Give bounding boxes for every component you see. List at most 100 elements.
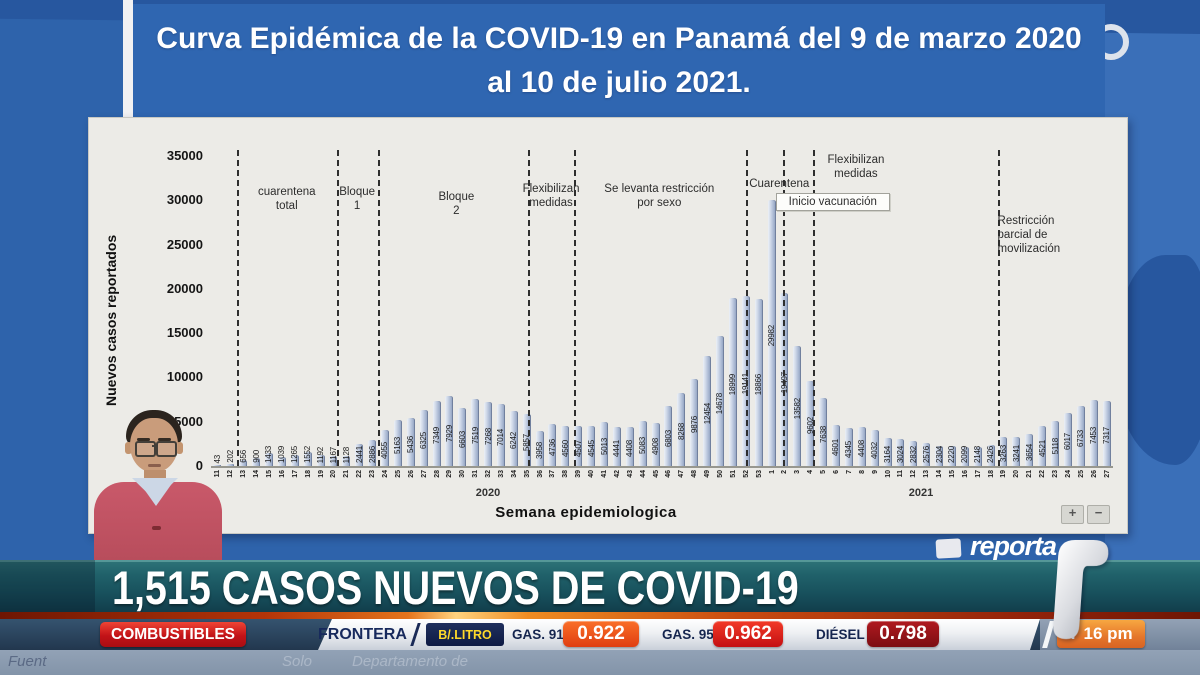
bar-week-43	[625, 426, 634, 466]
bottom-faint-text: Departamento de	[352, 653, 468, 670]
bar-value-label: 1039	[277, 446, 287, 463]
bar-week-7	[844, 427, 853, 466]
bar-value-label: 5013	[599, 437, 609, 455]
x-tick-week: 8	[858, 470, 866, 474]
bar-value-label: 5118	[1050, 437, 1060, 455]
bar-value-label: 2886	[367, 446, 377, 463]
bar-value-label: 5083	[638, 437, 648, 455]
bar-value-label: 14678	[715, 393, 725, 415]
annotation: Bloque 1	[339, 186, 376, 212]
y-tick: 25000	[166, 236, 203, 252]
news-ticker: COMBUSTIBLES FRONTERA B/.LITRO GAS. 91 0…	[0, 619, 1200, 650]
glasses-icon	[135, 441, 156, 457]
x-tick-week: 26	[1090, 470, 1098, 478]
bar-value-label: 13582	[792, 397, 802, 420]
x-tick-week: 34	[510, 470, 518, 478]
anchor-eyebrow	[158, 438, 171, 441]
x-year-2021: 2021	[908, 487, 934, 499]
bottom-faint-text: Fuent	[8, 653, 47, 670]
annotation-box: Inicio vacunación	[775, 193, 890, 211]
annotation: Se levanta restricción por sexo	[604, 183, 715, 209]
bar-value-label: 2576	[921, 446, 931, 463]
x-tick-week: 1	[768, 470, 776, 474]
chart-zoom-controls: + −	[1061, 505, 1110, 524]
ticker-region-label: FRONTERA	[318, 626, 407, 643]
bar-value-label: 6017	[1063, 433, 1073, 451]
x-axis-title: Semana epidemiologica	[495, 504, 677, 521]
fuel-price-gas91: 0.922	[563, 621, 639, 647]
bar-week-37	[548, 424, 557, 466]
bar-week-9	[870, 430, 879, 466]
bar-value-label: 5436	[406, 435, 416, 453]
x-tick-week: 15	[948, 470, 956, 478]
x-tick-week: 35	[523, 470, 531, 478]
bar-week-24	[1063, 412, 1072, 466]
x-tick-week: 12	[227, 470, 235, 478]
bar-value-label: 4736	[547, 438, 557, 456]
bar-value-label: 2220	[947, 446, 957, 463]
x-tick-week: 10	[884, 470, 892, 478]
background-blob	[1118, 255, 1200, 465]
bar-value-label: 3024	[895, 446, 905, 463]
bar-week-20	[329, 455, 338, 466]
bar-week-34	[509, 410, 518, 466]
x-tick-week: 37	[549, 470, 557, 478]
x-tick-week: 23	[1052, 470, 1059, 478]
bar-value-label: 900	[251, 450, 261, 463]
x-tick-week: 18	[304, 470, 312, 478]
bar-week-4	[806, 380, 815, 466]
x-tick-week: 22	[356, 470, 364, 478]
anchor-mouth	[148, 464, 161, 467]
bar-week-15	[264, 453, 273, 466]
channel-logo-text: reporta	[970, 531, 1057, 561]
event-dashed-line	[377, 150, 380, 466]
bar-value-label: 7268	[483, 427, 493, 445]
x-tick-week: 45	[652, 470, 660, 478]
x-tick-week: 15	[265, 470, 273, 478]
bar-week-3	[793, 345, 802, 466]
bar-week-18	[303, 452, 312, 466]
x-tick-week: 12	[910, 470, 918, 478]
bar-week-6	[831, 425, 840, 466]
zoom-out-button[interactable]: −	[1087, 505, 1110, 524]
orange-divider-strip	[0, 612, 1200, 619]
x-tick-week: 31	[472, 470, 480, 478]
bar-week-26	[406, 417, 415, 466]
bar-week-45	[651, 422, 660, 466]
bar-week-15	[947, 446, 956, 466]
bar-value-label: 7638	[818, 425, 828, 443]
bar-value-label: 4441	[612, 440, 622, 458]
bar-week-25	[393, 420, 402, 466]
x-tick-week: 19	[317, 470, 325, 478]
bar-week-12	[909, 440, 918, 466]
x-tick-week: 21	[343, 470, 351, 478]
bar-week-18	[986, 444, 995, 466]
x-tick-week: 41	[601, 470, 608, 478]
bar-value-label: 4408	[625, 440, 635, 458]
x-tick-week: 46	[665, 470, 673, 478]
y-tick: 15000	[166, 325, 203, 341]
x-tick-week: 22	[1039, 470, 1047, 478]
x-tick-week: 2	[781, 470, 789, 474]
x-tick-week: 11	[897, 470, 905, 478]
bar-week-49	[703, 355, 712, 466]
bar-week-29	[445, 395, 454, 466]
bar-value-label: 12454	[702, 402, 712, 425]
x-tick-week: 18	[987, 470, 995, 478]
bar-week-24	[380, 430, 389, 466]
x-tick-week: 20	[1013, 470, 1021, 478]
epidemic-curve-chart: Nuevos casos reportados 35000 30000 25000 2…	[88, 117, 1128, 534]
bar-value-label: 2441	[354, 446, 364, 463]
bar-value-label: 7349	[432, 427, 441, 445]
x-tick-week: 14	[936, 470, 944, 478]
x-tick-week: 23	[369, 470, 377, 478]
x-tick-week: 13	[240, 470, 248, 478]
zoom-in-button[interactable]: +	[1061, 505, 1084, 524]
event-dashed-line	[527, 150, 530, 466]
annotation: Bloque 2	[438, 191, 475, 217]
bar-week-19	[999, 437, 1008, 466]
bar-value-label: 4408	[857, 440, 867, 458]
bar-week-16	[960, 447, 969, 466]
bar-week-11	[896, 439, 905, 466]
fuel-label-gas95: GAS. 95	[662, 627, 714, 642]
